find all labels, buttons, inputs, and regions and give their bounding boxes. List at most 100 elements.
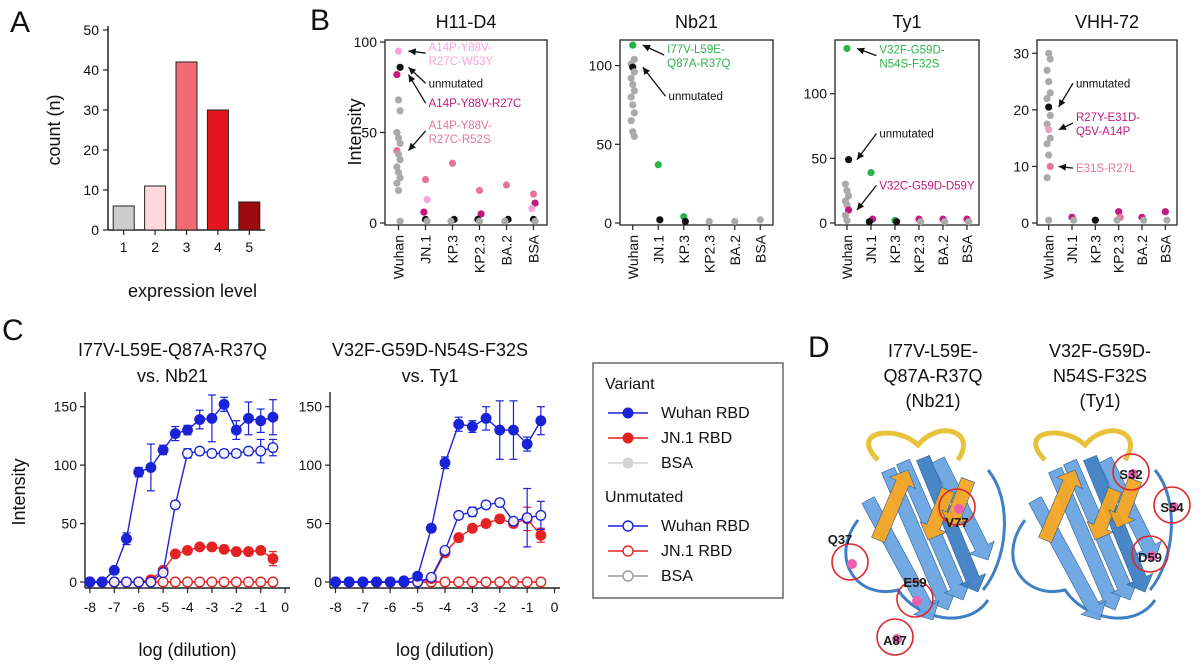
y-tick-label: 0 (314, 574, 322, 590)
data-point (629, 101, 637, 109)
x-axis-title: log (dilution) (396, 640, 494, 660)
data-point (169, 428, 181, 440)
structure-title: I77V-L59E- (888, 341, 978, 361)
residue-highlight-circle (1112, 453, 1150, 491)
data-point (182, 447, 193, 459)
x-tick-label: -6 (132, 599, 145, 615)
x-tick-label: JN.1 (1064, 235, 1080, 264)
subplot-title: VHH-72 (1075, 12, 1139, 32)
data-point (182, 424, 193, 436)
data-point (194, 414, 206, 425)
y-tick-label: 50 (306, 516, 322, 532)
data-point (194, 445, 206, 457)
data-point (843, 216, 851, 225)
data-point (501, 217, 509, 225)
scatter-subplot: H11-D4 0 50 100 Wuhan JN.1 KP.3 KP2.3 BA.2 BSA A14… (354, 12, 548, 279)
annotation-arrowhead (408, 74, 416, 83)
legend-title: Variant (605, 376, 655, 393)
data-point (243, 445, 254, 457)
x-tick-label: KP.3 (676, 235, 692, 264)
residue-label: D59 (1138, 550, 1162, 565)
data-point (421, 175, 430, 184)
x-tick-label: 1 (120, 239, 128, 255)
legend-swatch-marker (622, 520, 634, 532)
x-tick-label: 2 (151, 239, 159, 255)
data-point (1046, 55, 1054, 63)
data-point (206, 447, 218, 459)
data-point (475, 217, 484, 225)
x-tick-label: -1 (254, 599, 267, 615)
series-line (335, 518, 542, 583)
data-point (108, 564, 120, 576)
annotation-label: R27C-W53Y (429, 56, 494, 68)
annotation-label: A14P-Y88V- (429, 42, 492, 54)
data-point (1046, 162, 1054, 171)
annotation-arrowhead (857, 47, 865, 55)
y-tick-label: 0 (1021, 215, 1029, 231)
data-point (1163, 216, 1171, 224)
data-point (508, 515, 519, 527)
data-point (243, 576, 254, 588)
y-tick-label: 50 (83, 22, 99, 38)
data-point (393, 128, 401, 137)
annotation-label: A14P-Y88V-R27C (429, 98, 522, 110)
data-point (1140, 216, 1148, 224)
data-point (330, 576, 341, 588)
data-point (480, 576, 492, 588)
panel-label-c: C (2, 314, 24, 347)
x-tick-label: BA.2 (935, 235, 951, 266)
x-tick-label: -7 (357, 599, 370, 615)
data-point (1113, 216, 1121, 224)
data-point (535, 529, 547, 541)
data-point (453, 532, 465, 544)
y-tick-label: 100 (299, 457, 323, 473)
legend-swatch-marker (622, 570, 634, 582)
subplot-title: I77V-L59E-Q87A-R37Q (78, 340, 267, 360)
data-point (521, 438, 533, 450)
data-point (267, 442, 279, 454)
x-tick-label: KP2.3 (1111, 235, 1127, 273)
y-tick-label: 20 (83, 142, 99, 158)
data-point (480, 412, 492, 424)
y-tick-label: 100 (589, 58, 613, 74)
data-point (384, 576, 396, 588)
legend-swatch-marker (622, 432, 634, 444)
y-tick-label: 30 (83, 102, 99, 118)
data-point (218, 576, 230, 588)
annotation-arrowhead (1058, 123, 1067, 130)
annotation-label: unmutated (879, 129, 933, 141)
x-tick-label: -3 (466, 599, 479, 615)
data-point (627, 93, 635, 101)
annotation-label: A14P-Y88V- (429, 120, 492, 132)
residue-sidechain (912, 596, 922, 606)
data-point (255, 445, 267, 457)
data-point (396, 156, 404, 164)
data-point (84, 576, 96, 588)
data-point (169, 548, 181, 560)
data-point (357, 576, 369, 588)
annotation-arrowhead (1058, 163, 1067, 171)
annotation-label: V32C-G59D-D59Y (879, 180, 975, 192)
residue-sidechain (954, 504, 964, 514)
data-point (394, 96, 403, 104)
y-axis-title: count (n) (44, 94, 64, 165)
data-point (1161, 208, 1169, 216)
data-point (508, 424, 519, 436)
annotation-arrowhead (408, 142, 416, 151)
x-tick-label: -2 (230, 599, 243, 615)
data-point (843, 44, 851, 53)
data-point (1043, 66, 1051, 74)
data-point (394, 47, 403, 55)
data-point (169, 499, 181, 511)
annotation-arrowhead (642, 45, 651, 52)
data-point (412, 570, 424, 582)
legend-item-label: Wuhan RBD (661, 405, 750, 422)
data-point (439, 576, 451, 588)
data-point (230, 447, 242, 459)
residue-sidechain (1147, 551, 1157, 561)
y-tick-label: 0 (69, 574, 77, 590)
data-point (218, 447, 230, 459)
data-point (420, 208, 428, 216)
data-point (1043, 94, 1051, 103)
